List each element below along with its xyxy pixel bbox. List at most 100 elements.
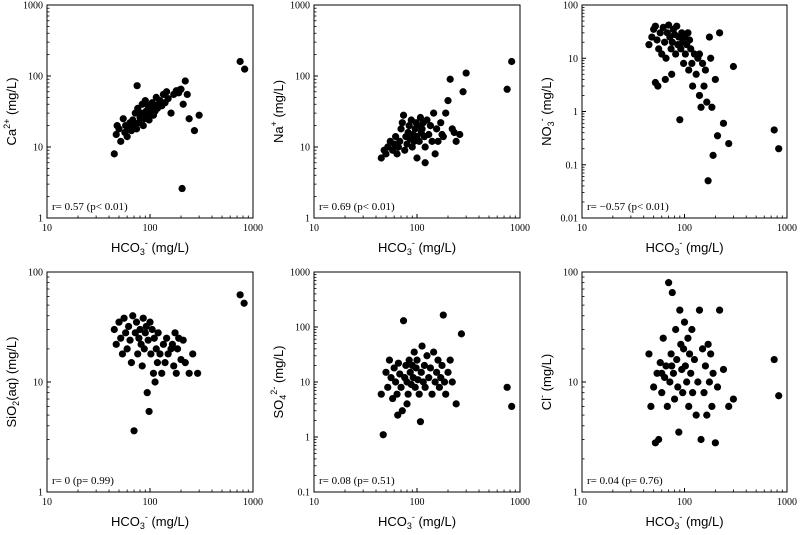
data-point [145,116,153,124]
y-tick-label: 100 [295,323,310,334]
data-point [112,340,120,348]
x-tick-label: 1000 [777,223,797,234]
data-point [444,97,452,105]
data-point [194,369,202,377]
data-point [110,150,118,158]
data-point [719,119,728,127]
data-point [656,359,664,367]
x-tick-label: 1000 [510,497,530,508]
data-point [195,111,203,119]
data-point [439,311,447,319]
data-point [129,312,137,320]
data-point [457,330,466,338]
y-tick-label: 10 [300,143,310,154]
data-point [382,150,390,158]
data-point [136,325,144,334]
data-point [446,75,454,83]
data-point [434,356,442,364]
correlation-annotation: r= 0 (p= 0.99) [52,475,114,487]
data-point [704,340,712,348]
data-point [384,383,392,391]
data-point [118,350,127,358]
data-point [173,345,182,353]
data-point [144,336,152,344]
y-axis-label: SiO2(aq) (mg/L) [4,337,21,428]
data-point [433,125,441,133]
correlation-annotation: r= 0.69 (p< 0.01) [319,201,395,213]
data-point [708,103,716,111]
data-point [398,407,406,415]
data-point [685,66,693,74]
data-point [684,29,692,37]
data-point [403,140,411,148]
data-point [139,122,147,130]
data-point [241,65,249,73]
data-point [405,356,413,364]
data-point [775,392,783,400]
data-point [428,390,436,398]
scatter-panel-5: 0.1 1 10 100 1000 10 100 1000 HCO3- (mg/L) SO42- … [269,268,530,532]
data-point [179,100,187,108]
data-point [705,378,714,386]
data-point [688,59,696,68]
data-point [389,394,397,403]
y-tick-label: 0.1 [298,488,311,499]
data-point [413,154,421,162]
data-point [695,306,704,314]
data-point [382,368,390,376]
data-point [181,359,189,367]
data-point [651,22,659,30]
data-point [240,299,248,307]
data-point [115,125,123,133]
data-point [681,362,689,370]
data-point [435,383,444,391]
y-tick-label: 1 [573,488,578,499]
data-point [707,350,715,358]
data-point [698,345,707,353]
y-tick-label: 10 [568,54,578,65]
data-point [393,390,401,398]
data-point [126,336,134,344]
data-point [709,369,717,377]
data-point [695,91,704,100]
data-point [405,122,413,130]
y-tick-label: 10 [568,378,578,389]
data-point [236,57,244,66]
y-tick-label: 0.01 [561,214,579,225]
data-point [163,334,171,342]
data-point [711,439,719,447]
data-point [404,390,412,398]
data-point [185,115,193,123]
data-point [656,29,664,37]
data-point [181,77,189,85]
data-point [421,383,429,391]
data-point [685,350,694,358]
x-axis-label: HCO3- (mg/L) [111,512,189,531]
data-point [503,383,511,391]
data-point [425,130,433,139]
correlation-annotation: r= 0.57 (p< 0.01) [52,201,128,213]
data-point [179,336,187,344]
x-axis-label: HCO3- (mg/L) [645,512,723,531]
data-point [452,137,460,145]
data-point [701,362,710,370]
data-point [667,45,675,53]
data-point [148,325,156,334]
data-point [119,115,127,123]
data-point [152,345,160,353]
data-point [439,133,447,141]
y-tick-label: 10 [33,378,43,389]
data-point [703,411,711,419]
data-point [411,383,419,391]
data-point [729,395,738,403]
x-tick-label: 1000 [243,497,263,508]
data-point [503,85,511,93]
data-point [665,21,673,29]
correlation-annotation: r= −0.57 (p< 0.01) [587,201,669,213]
data-point [685,402,693,411]
data-point [117,137,125,145]
x-axis-label: HCO3- (mg/L) [645,238,723,257]
data-point [701,66,710,74]
